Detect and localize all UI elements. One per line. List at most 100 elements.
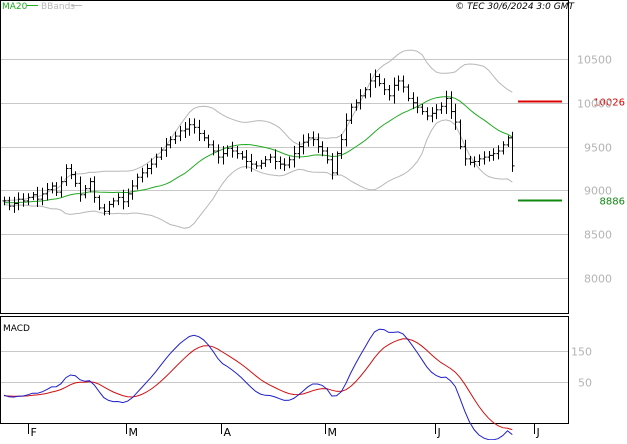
- price-bar: [425, 107, 430, 121]
- price-bar: [320, 141, 325, 157]
- macd-tick-label: 50: [578, 377, 592, 390]
- price-bar: [7, 196, 12, 211]
- price-bar: [54, 182, 59, 197]
- macd-grid: [1, 351, 568, 383]
- price-bar: [339, 134, 344, 160]
- price-bar: [458, 119, 463, 150]
- price-bar: [344, 113, 349, 147]
- price-bar: [206, 134, 211, 149]
- price-bar: [292, 145, 297, 168]
- resistance-level-label: 10026: [593, 98, 625, 109]
- price-bar: [26, 193, 31, 206]
- price-bar: [31, 192, 36, 201]
- price-bar: [16, 192, 21, 211]
- price-bar: [510, 131, 515, 172]
- price-bar: [491, 148, 496, 161]
- price-bar: [178, 125, 183, 142]
- price-bar: [240, 151, 245, 160]
- price-bar: [330, 153, 335, 180]
- price-bar: [401, 75, 406, 93]
- x-tick-label: M: [328, 426, 338, 439]
- price-tick-label: 10500: [577, 54, 612, 67]
- price-bar: [406, 84, 411, 102]
- price-bar: [64, 164, 69, 186]
- ma20-layer: [3, 96, 513, 204]
- price-tick-label: 9500: [584, 142, 612, 155]
- price-bar: [130, 180, 135, 200]
- price-bar: [373, 69, 378, 88]
- price-bar: [273, 149, 278, 170]
- price-bar: [97, 195, 102, 211]
- price-bar: [78, 176, 83, 202]
- price-bar: [434, 104, 439, 120]
- price-bar: [259, 159, 264, 170]
- macd-tick-label: 150: [571, 346, 592, 359]
- price-grid: [1, 59, 568, 279]
- price-bar: [140, 167, 145, 183]
- price-bar: [472, 156, 477, 168]
- macd-y-axis: 50 150: [571, 346, 592, 390]
- price-bar: [297, 141, 302, 159]
- price-bar: [392, 77, 397, 104]
- price-bar: [145, 163, 150, 178]
- price-bar: [183, 121, 188, 138]
- price-bar: [192, 118, 197, 134]
- price-bar: [282, 158, 287, 171]
- price-tick-label: 8000: [584, 273, 612, 286]
- price-bar: [221, 146, 226, 165]
- price-bar: [164, 138, 169, 157]
- price-bar: [159, 147, 164, 161]
- price-bar: [211, 140, 216, 156]
- price-bar: [121, 189, 126, 210]
- x-tick-label: F: [31, 426, 37, 439]
- copyright-stamp: © TEC 30/6/2024 3:0 GMT: [455, 2, 575, 12]
- x-tick-label: J: [536, 426, 540, 439]
- macd-layer: [3, 328, 513, 441]
- price-bar: [249, 153, 254, 172]
- price-bar: [12, 196, 17, 213]
- price-bar: [496, 145, 501, 160]
- price-tick-label: 8500: [584, 229, 612, 242]
- levels-layer: 10026 8886: [518, 98, 625, 208]
- price-bar: [173, 131, 178, 145]
- price-bar: [111, 197, 116, 208]
- price-bar: [325, 147, 330, 164]
- price-bar: [396, 75, 401, 91]
- price-bar: [368, 73, 373, 98]
- price-bar: [287, 156, 292, 169]
- price-bar: [235, 145, 240, 159]
- price-bar: [225, 145, 230, 157]
- price-bar: [197, 119, 202, 141]
- price-bar: [482, 151, 487, 165]
- price-bar: [268, 153, 273, 163]
- price-bar: [116, 193, 121, 206]
- price-bar: [420, 103, 425, 115]
- price-bar: [506, 135, 511, 148]
- price-bar: [463, 139, 468, 166]
- price-tick-label: 10000: [577, 98, 612, 111]
- price-bar: [126, 188, 131, 208]
- price-bar: [387, 85, 392, 101]
- macd-panel-frame: [0, 316, 569, 424]
- price-bar: [69, 163, 74, 180]
- x-tick-label: J: [437, 426, 441, 439]
- price-bar: [439, 102, 444, 114]
- price-bar: [202, 130, 207, 142]
- price-bar: [377, 73, 382, 87]
- price-bar: [468, 156, 473, 166]
- x-tick-label: A: [224, 426, 232, 439]
- price-bar: [102, 203, 107, 216]
- price-bar: [501, 141, 506, 155]
- price-bar: [335, 151, 340, 176]
- price-bar: [244, 149, 249, 169]
- price-bar: [40, 187, 45, 206]
- price-bar: [168, 136, 173, 149]
- ma20-line: [3, 96, 513, 204]
- support-level-label: 8886: [600, 197, 625, 208]
- price-bar: [301, 134, 306, 155]
- price-bar: [411, 92, 416, 110]
- price-bar: [363, 87, 368, 99]
- price-bar: [444, 90, 449, 114]
